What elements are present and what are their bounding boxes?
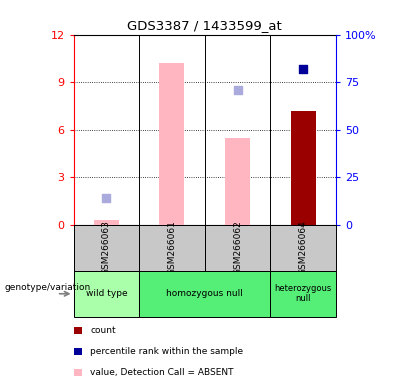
Point [234, 87, 241, 93]
Text: percentile rank within the sample: percentile rank within the sample [90, 347, 244, 356]
Bar [74, 348, 82, 355]
Point [300, 66, 307, 72]
Bar [205, 225, 270, 271]
Text: GSM266063: GSM266063 [102, 220, 111, 275]
Bar [139, 271, 270, 317]
Text: homozygous null: homozygous null [166, 289, 243, 298]
Bar [270, 271, 336, 317]
Bar [225, 137, 250, 225]
Text: value, Detection Call = ABSENT: value, Detection Call = ABSENT [90, 368, 234, 377]
Bar [74, 327, 82, 334]
Point [103, 195, 110, 201]
Text: wild type: wild type [86, 289, 127, 298]
Text: GSM266061: GSM266061 [168, 220, 176, 275]
Text: genotype/variation: genotype/variation [4, 283, 90, 293]
Bar [291, 111, 316, 225]
Bar [74, 271, 139, 317]
Bar [74, 369, 82, 376]
Bar [270, 225, 336, 271]
Bar [160, 63, 184, 225]
Bar [139, 225, 205, 271]
Text: GSM266064: GSM266064 [299, 220, 308, 275]
Bar [74, 225, 139, 271]
Text: count: count [90, 326, 116, 335]
Bar [94, 220, 119, 225]
Text: GSM266062: GSM266062 [233, 220, 242, 275]
Text: heterozygous
null: heterozygous null [275, 284, 332, 303]
Title: GDS3387 / 1433599_at: GDS3387 / 1433599_at [127, 19, 282, 32]
